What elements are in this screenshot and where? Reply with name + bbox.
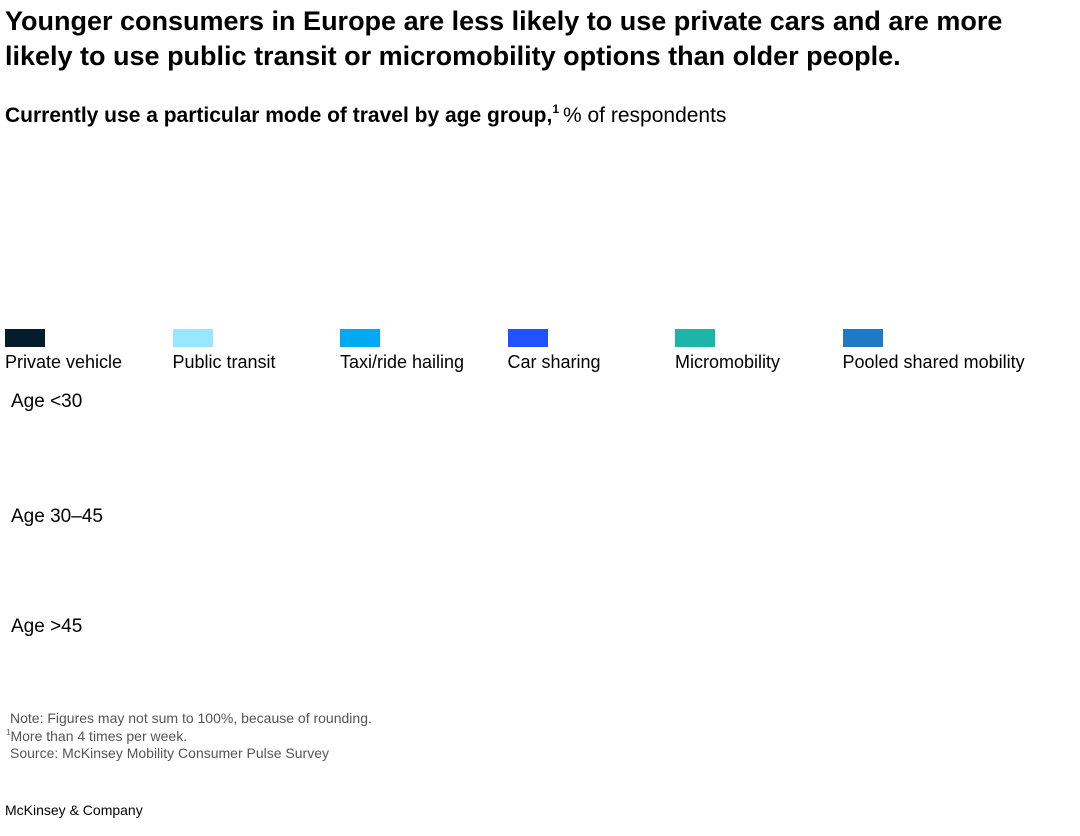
legend-swatch: [172, 329, 213, 347]
footer: McKinsey & Company: [5, 802, 143, 818]
legend-swatch: [5, 329, 45, 347]
subtitle-unit: % of respondents: [563, 104, 727, 127]
footnote-mark: 1: [6, 728, 11, 737]
footnote-mark: 1: [552, 102, 559, 116]
footnote-text: More than 4 times per week.: [10, 728, 188, 744]
chart-title: Younger consumers in Europe are less lik…: [5, 6, 1003, 71]
category-label: Age 30–45: [11, 506, 103, 527]
legend-swatch: [507, 329, 548, 347]
legend-swatch: [340, 329, 380, 347]
legend-label: Taxi/ride hailing: [340, 352, 465, 372]
legend-swatch: [675, 329, 715, 347]
legend-label: Car sharing: [507, 352, 601, 372]
legend-label: Micromobility: [675, 352, 781, 372]
source: Source: McKinsey Mobility Consumer Pulse…: [10, 745, 330, 761]
category-label: Age >45: [11, 616, 83, 637]
legend-label: Private vehicle: [5, 352, 123, 372]
legend-label: Pooled shared mobility: [842, 352, 1025, 372]
subtitle-text: Currently use a particular mode of trave…: [5, 104, 553, 127]
note: Note: Figures may not sum to 100%, becau…: [10, 710, 372, 726]
chart-subtitle: Currently use a particular mode of trave…: [5, 102, 727, 128]
footnote: 1More than 4 times per week.: [6, 728, 187, 744]
category-label: Age <30: [11, 391, 83, 412]
legend-label: Public transit: [172, 352, 276, 372]
legend-swatch: [842, 329, 883, 347]
